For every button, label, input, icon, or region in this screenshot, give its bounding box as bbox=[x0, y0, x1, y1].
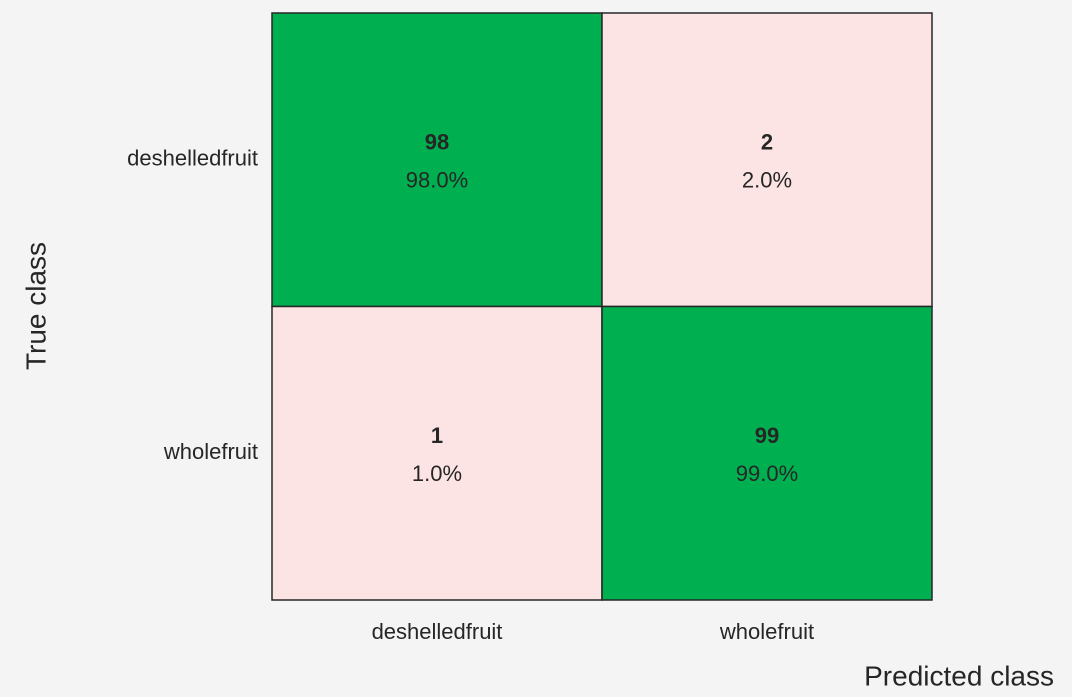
cell-percent: 2.0% bbox=[742, 168, 792, 193]
x-axis-title: Predicted class bbox=[864, 660, 1054, 691]
column-label: wholefruit bbox=[719, 619, 814, 644]
cell-count: 99 bbox=[755, 423, 779, 448]
matrix-cell bbox=[271, 12, 603, 308]
y-axis-title: True class bbox=[20, 242, 51, 370]
cell-count: 98 bbox=[425, 130, 449, 155]
matrix-cell bbox=[271, 305, 603, 601]
row-label: wholefruit bbox=[163, 439, 258, 464]
cell-percent: 98.0% bbox=[406, 168, 468, 193]
cell-percent: 1.0% bbox=[412, 461, 462, 486]
matrix-cell bbox=[601, 12, 933, 308]
column-label: deshelledfruit bbox=[372, 619, 503, 644]
matrix-cell bbox=[601, 305, 933, 601]
cell-percent: 99.0% bbox=[736, 461, 798, 486]
cell-count: 2 bbox=[761, 130, 773, 155]
cell-count: 1 bbox=[431, 423, 443, 448]
row-label: deshelledfruit bbox=[127, 146, 258, 171]
